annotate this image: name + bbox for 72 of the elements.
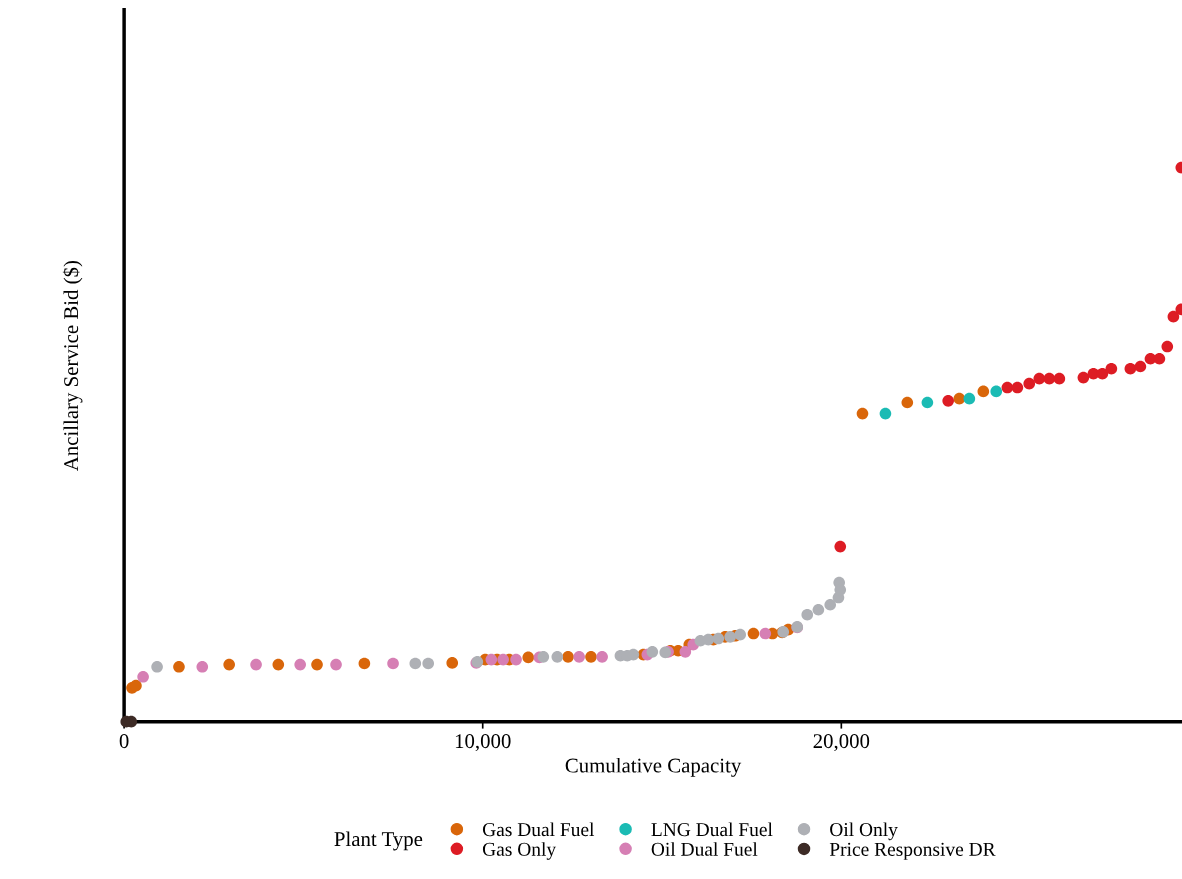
point	[272, 658, 285, 671]
point	[250, 658, 262, 671]
point	[1053, 372, 1066, 385]
point	[1124, 362, 1137, 375]
legend-label: LNG Dual Fuel	[651, 822, 773, 837]
point	[1023, 377, 1036, 390]
point	[1011, 381, 1024, 394]
point	[551, 651, 564, 663]
point	[712, 632, 725, 645]
point	[834, 540, 847, 553]
point	[963, 392, 976, 405]
point	[1105, 362, 1118, 375]
point	[497, 653, 509, 666]
point	[409, 657, 422, 670]
legend-label: Price Responsive DR	[829, 842, 996, 860]
point	[446, 657, 459, 669]
point	[990, 385, 1003, 398]
point	[130, 679, 142, 692]
point	[173, 661, 185, 673]
point	[1001, 381, 1014, 394]
point	[585, 651, 597, 663]
legend-label: Gas Only	[482, 842, 557, 860]
legend-label: Gas Dual Fuel	[482, 822, 595, 837]
point	[1153, 352, 1166, 365]
point	[1167, 310, 1180, 323]
point	[1033, 372, 1046, 385]
legend-title: Plant Type	[334, 831, 423, 851]
point	[724, 631, 736, 643]
point	[879, 407, 892, 420]
point	[921, 396, 934, 409]
point	[151, 661, 163, 673]
point	[977, 385, 990, 398]
point	[942, 395, 954, 407]
point	[679, 646, 692, 658]
point	[1096, 367, 1109, 380]
point	[734, 628, 747, 641]
point	[596, 651, 608, 663]
point	[387, 657, 399, 670]
point	[1134, 360, 1147, 373]
point	[953, 392, 966, 405]
point	[759, 627, 772, 640]
x-tick-label: 0	[119, 734, 129, 749]
point	[1043, 372, 1056, 385]
x-axis-title: Cumulative Capacity	[565, 757, 742, 777]
legend-label: Oil Dual Fuel	[651, 842, 758, 856]
point	[196, 661, 209, 673]
point	[747, 627, 760, 640]
point	[422, 657, 435, 670]
legend-label: Oil Only	[830, 822, 898, 841]
x-tick-label: 20,000	[813, 734, 870, 752]
point	[1077, 371, 1090, 384]
point	[358, 657, 371, 670]
point	[510, 653, 522, 666]
point	[801, 608, 814, 621]
point	[1161, 340, 1174, 353]
point	[812, 603, 825, 616]
point	[137, 670, 149, 683]
y-axis-title: Ancillary Service Bid ($)	[62, 261, 83, 472]
point	[522, 651, 535, 664]
point	[485, 653, 498, 666]
point	[646, 646, 659, 658]
point	[537, 651, 550, 663]
point	[223, 658, 235, 671]
point	[824, 598, 837, 611]
point	[330, 658, 342, 671]
point	[562, 651, 574, 663]
point	[294, 658, 306, 671]
point	[311, 658, 323, 671]
point	[573, 651, 585, 663]
x-tick-label: 10,000	[455, 734, 511, 752]
point	[901, 396, 914, 409]
point	[856, 407, 869, 420]
